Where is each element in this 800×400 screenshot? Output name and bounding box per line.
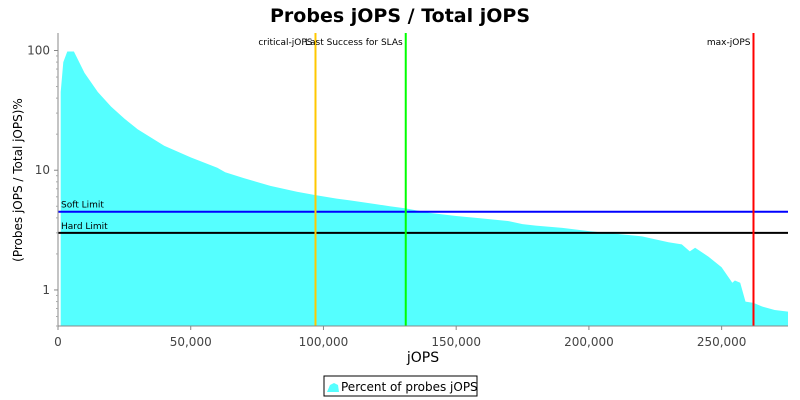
y-tick-label-0: 1 bbox=[42, 283, 50, 297]
series-area bbox=[60, 51, 788, 326]
marker-label-0: critical-jOPS bbox=[258, 38, 312, 48]
legend-box bbox=[323, 375, 478, 397]
legend: Percent of probes jOPS bbox=[323, 375, 478, 397]
x-tick-label-4: 200,000 bbox=[564, 335, 614, 349]
legend-label: Percent of probes jOPS bbox=[341, 380, 478, 394]
limit-label-0: Soft Limit bbox=[61, 201, 104, 211]
marker-label-1: Last Success for SLAs bbox=[305, 38, 403, 48]
x-axis-label: jOPS bbox=[406, 350, 439, 366]
x-tick-label-3: 150,000 bbox=[431, 335, 481, 349]
y-tick-label-1: 10 bbox=[35, 163, 50, 177]
x-tick-label-1: 50,000 bbox=[170, 335, 212, 349]
x-axis-ticks: 0 50,000 100,000 150,000 200,000 250,000 bbox=[54, 326, 746, 349]
x-tick-label-5: 250,000 bbox=[697, 335, 747, 349]
legend-swatch bbox=[327, 383, 339, 392]
marker-label-2: max-jOPS bbox=[707, 38, 751, 48]
y-tick-label-2: 100 bbox=[27, 43, 50, 57]
limit-label-1: Hard Limit bbox=[61, 222, 108, 232]
limit-lines: Soft Limit Hard Limit bbox=[58, 201, 788, 234]
chart-title: Probes jOPS / Total jOPS bbox=[270, 5, 530, 27]
y-axis-ticks: 1 10 100 bbox=[27, 43, 58, 327]
x-tick-label-0: 0 bbox=[54, 335, 62, 349]
y-axis-label: (Probes jOPS / Total jOPS)% bbox=[11, 98, 25, 262]
x-tick-label-2: 100,000 bbox=[299, 335, 349, 349]
